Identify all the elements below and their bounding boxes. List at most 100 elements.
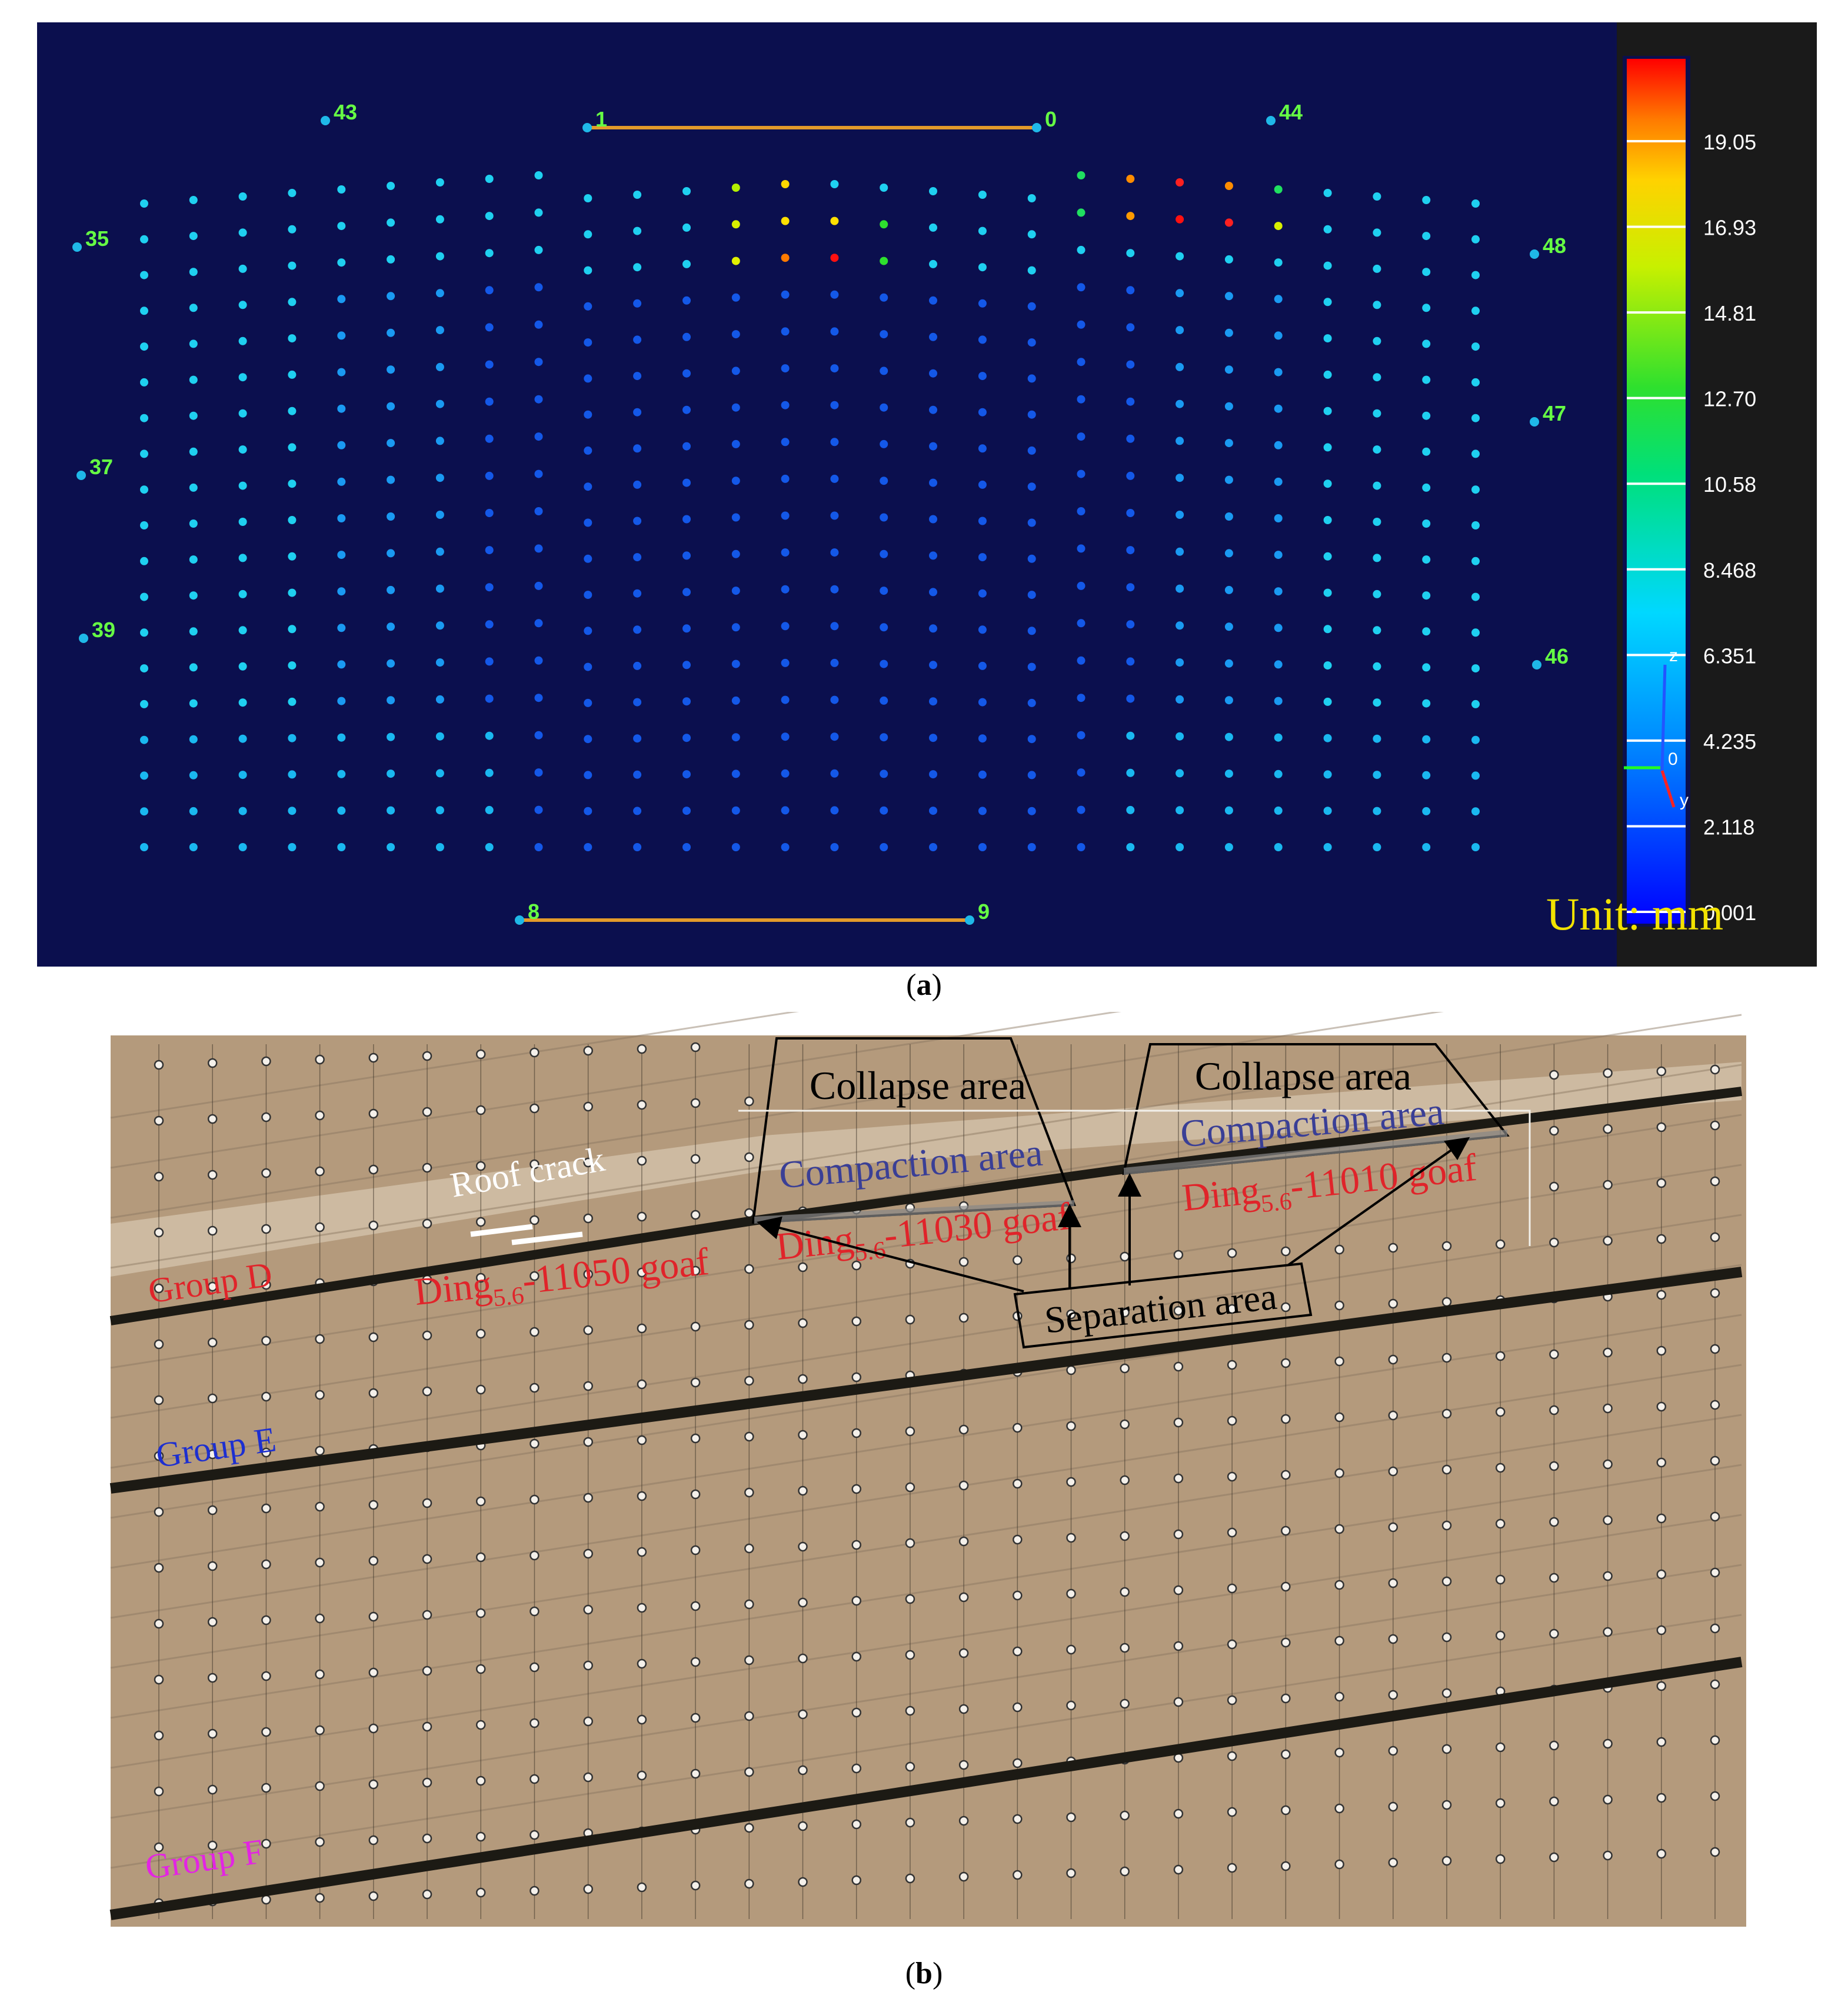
measurement-point bbox=[633, 517, 642, 525]
marker-point bbox=[690, 1880, 701, 1891]
marker-point bbox=[1549, 1517, 1559, 1527]
marker-point bbox=[1388, 1801, 1399, 1812]
measurement-point bbox=[880, 549, 888, 558]
measurement-point bbox=[584, 194, 592, 202]
marker-point bbox=[1441, 1856, 1452, 1866]
reference-point bbox=[965, 915, 974, 925]
marker-point bbox=[798, 1374, 808, 1384]
marker-point bbox=[368, 1723, 379, 1734]
measurement-point bbox=[731, 733, 740, 742]
reference-point bbox=[1532, 660, 1541, 669]
measurement-point bbox=[534, 245, 543, 254]
marker-point bbox=[1173, 1305, 1184, 1316]
measurement-point bbox=[584, 338, 592, 347]
measurement-point bbox=[238, 843, 247, 851]
measurement-point bbox=[1224, 512, 1233, 521]
marker-point bbox=[261, 1727, 271, 1737]
marker-point bbox=[1013, 1534, 1023, 1545]
measurement-point bbox=[978, 444, 987, 453]
separation-arrow-4 bbox=[1287, 1137, 1470, 1266]
measurement-point bbox=[1077, 619, 1086, 628]
compaction-area-left-fill bbox=[754, 1200, 1074, 1224]
measurement-point bbox=[238, 698, 247, 707]
marker-point bbox=[744, 1264, 754, 1274]
measurement-point bbox=[929, 770, 937, 779]
marker-point bbox=[1334, 1356, 1344, 1367]
measurement-point bbox=[485, 657, 494, 666]
measurement-point bbox=[189, 411, 198, 420]
measurement-point bbox=[435, 695, 444, 704]
measurement-point bbox=[682, 515, 691, 524]
measurement-point bbox=[781, 254, 790, 262]
measurement-point bbox=[238, 589, 247, 598]
caption-a: (a) bbox=[906, 968, 942, 1002]
marker-point bbox=[1549, 1237, 1559, 1248]
measurement-point bbox=[1224, 696, 1233, 705]
colorbar-tick-label: 6.351 bbox=[1703, 644, 1756, 668]
marker-point bbox=[851, 1260, 861, 1271]
measurement-point bbox=[1422, 304, 1431, 312]
measurement-point bbox=[1176, 843, 1184, 851]
marker-point bbox=[1173, 1361, 1184, 1372]
measurement-point bbox=[140, 843, 148, 851]
measurement-point bbox=[880, 184, 888, 192]
marker-point bbox=[1281, 1358, 1291, 1368]
roof-light-band bbox=[111, 1062, 1742, 1277]
measurement-point bbox=[633, 191, 642, 199]
measurement-point bbox=[584, 446, 592, 455]
marker-point bbox=[207, 1617, 218, 1627]
measurement-point bbox=[929, 296, 937, 305]
marker-point bbox=[1066, 1365, 1076, 1375]
measurement-point bbox=[978, 734, 987, 743]
marker-point bbox=[583, 1772, 593, 1783]
measurement-point bbox=[830, 438, 839, 447]
marker-point bbox=[637, 1267, 647, 1278]
measurement-point bbox=[1274, 331, 1283, 340]
measurement-point bbox=[1373, 698, 1381, 707]
measurement-point bbox=[978, 625, 987, 634]
marker-point bbox=[1710, 1623, 1720, 1634]
marker-point bbox=[1120, 1419, 1130, 1430]
measurement-point bbox=[682, 697, 691, 706]
marker-point bbox=[1066, 1253, 1076, 1264]
measurement-point bbox=[288, 516, 297, 524]
measurement-point bbox=[682, 734, 691, 742]
marker-point bbox=[154, 1786, 164, 1797]
measurement-point bbox=[238, 445, 247, 454]
marker-point bbox=[583, 1437, 593, 1447]
marker-point bbox=[690, 1489, 701, 1500]
marker-point bbox=[690, 1657, 701, 1667]
measurement-point bbox=[337, 514, 346, 522]
measurement-point bbox=[929, 442, 937, 451]
marker-point bbox=[422, 1498, 432, 1508]
marker-point bbox=[530, 1159, 540, 1170]
marker-point bbox=[1120, 1866, 1130, 1877]
measurement-point bbox=[781, 511, 790, 520]
marker-point bbox=[637, 1211, 647, 1222]
measurement-point bbox=[1224, 182, 1233, 190]
marker-point bbox=[1710, 1176, 1720, 1187]
measurement-point bbox=[781, 658, 790, 667]
measurement-point bbox=[1077, 358, 1086, 367]
measurement-point bbox=[880, 439, 888, 448]
measurement-points bbox=[140, 171, 1480, 851]
marker-point bbox=[207, 1393, 218, 1404]
collapse-area-left-label: Collapse area bbox=[810, 1063, 1026, 1108]
marker-point bbox=[368, 1052, 379, 1063]
marker-point bbox=[368, 1500, 379, 1510]
measurement-point bbox=[584, 482, 592, 491]
measurement-point bbox=[1323, 552, 1332, 561]
measurement-point bbox=[1373, 518, 1381, 526]
measurement-point bbox=[731, 513, 740, 522]
marker-point bbox=[1549, 1573, 1559, 1583]
measurement-point bbox=[288, 734, 297, 742]
measurement-point bbox=[1471, 735, 1480, 744]
marker-point bbox=[1710, 1232, 1720, 1242]
marker-point bbox=[261, 1280, 271, 1290]
measurement-point bbox=[633, 625, 642, 634]
measurement-point bbox=[929, 187, 937, 195]
measurement-point bbox=[978, 553, 987, 562]
marker-point bbox=[422, 1218, 432, 1229]
measurement-point bbox=[1373, 626, 1381, 635]
marker-point bbox=[1656, 1122, 1667, 1132]
